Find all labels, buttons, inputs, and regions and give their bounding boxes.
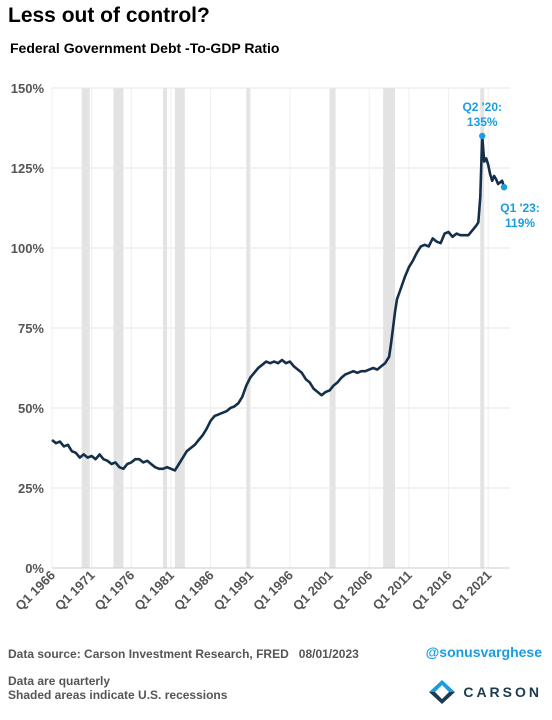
chart-subtitle: Federal Government Debt -To-GDP Ratio (10, 40, 280, 56)
annotation-value: 119% (505, 216, 535, 230)
x-tick-label: Q1 2001 (290, 568, 336, 614)
y-tick-label: 0% (25, 561, 44, 576)
y-axis-ticks: 0% 25% 50% 75% 100% 125% 150% (11, 81, 45, 576)
note-recessions: Shaded areas indicate U.S. recessions (8, 688, 228, 702)
x-tick-label: Q1 1986 (171, 568, 217, 614)
y-tick-label: 75% (18, 321, 44, 336)
x-tick-label: Q1 2016 (409, 568, 455, 614)
twitter-handle[interactable]: @sonusvarghese (425, 644, 542, 660)
y-tick-label: 100% (11, 241, 45, 256)
annotation-value: 135% (467, 115, 498, 129)
y-tick-label: 150% (11, 81, 45, 96)
y-tick-label: 125% (11, 161, 45, 176)
annotation-label: Q1 '23: (500, 201, 540, 215)
highlight-point (479, 132, 486, 140)
highlight-point (500, 184, 508, 191)
source-text: Data source: Carson Investment Research,… (8, 647, 289, 661)
headline: Less out of control? (8, 4, 210, 27)
x-tick-label: Q1 2021 (448, 568, 494, 614)
note-quarterly: Data are quarterly (8, 674, 111, 688)
gridlines (51, 87, 510, 569)
y-tick-label: 25% (18, 481, 44, 496)
x-tick-label: Q1 1971 (52, 568, 98, 614)
annotations: Q2 '20:135% Q1 '23:119% (462, 100, 539, 230)
annotation-label: Q2 '20: (462, 100, 502, 114)
x-tick-label: Q1 1991 (211, 568, 257, 614)
x-tick-label: Q1 1981 (131, 568, 177, 614)
y-tick-label: 50% (18, 401, 44, 416)
x-tick-label: Q1 1976 (92, 568, 138, 614)
data-source: Data source: Carson Investment Research,… (8, 647, 369, 661)
carson-logo: CARSON (429, 680, 542, 704)
debt-to-gdp-line (51, 134, 506, 472)
brand-name: CARSON (463, 684, 542, 700)
x-tick-label: Q1 2011 (370, 568, 415, 613)
x-tick-label: Q1 2006 (329, 568, 375, 614)
source-date: 08/01/2023 (298, 647, 359, 661)
carson-mark-icon (429, 680, 456, 704)
x-tick-label: Q1 1996 (250, 568, 296, 614)
